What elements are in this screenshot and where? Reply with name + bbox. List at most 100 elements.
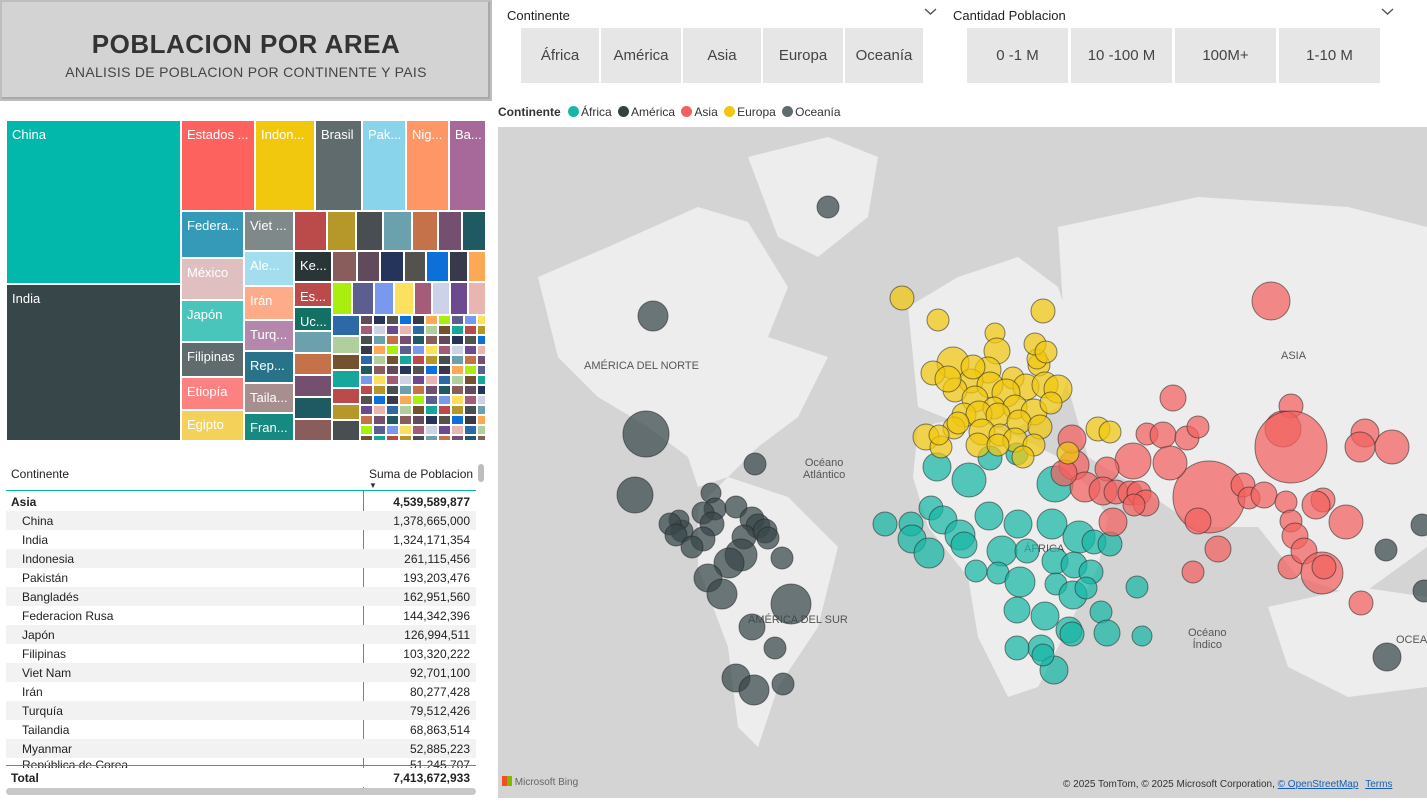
map-bubble[interactable] <box>1348 590 1374 616</box>
map-bubble[interactable] <box>1030 298 1056 324</box>
legend-item-africa[interactable]: África <box>568 105 612 119</box>
treemap-cell[interactable] <box>373 435 386 441</box>
legend-item-america[interactable]: América <box>618 105 675 119</box>
treemap-cell[interactable] <box>412 435 425 441</box>
treemap-cell[interactable] <box>412 375 425 385</box>
treemap-cell[interactable] <box>332 420 360 441</box>
treemap-cell[interactable] <box>451 395 464 405</box>
treemap-cell[interactable] <box>425 415 438 425</box>
map-bubble[interactable] <box>771 672 795 696</box>
map-bubble[interactable] <box>706 578 738 610</box>
map-bubble[interactable] <box>770 583 812 625</box>
treemap-cell[interactable] <box>386 385 399 395</box>
treemap-cell-turquia[interactable]: Turq... <box>244 320 294 351</box>
treemap-cell[interactable] <box>412 211 438 251</box>
map-bubble[interactable] <box>1030 601 1060 631</box>
column-header-population[interactable]: Suma de Poblacion <box>369 467 474 481</box>
treemap-cell-india[interactable]: India <box>6 284 181 441</box>
treemap-cell[interactable] <box>373 345 386 355</box>
treemap-cell[interactable] <box>464 325 477 335</box>
treemap-cell[interactable] <box>425 425 438 435</box>
treemap-cell[interactable] <box>438 395 451 405</box>
treemap-cell-iran[interactable]: Irán <box>244 286 294 320</box>
map-bubble[interactable] <box>756 526 780 550</box>
treemap-cell[interactable] <box>399 325 412 335</box>
treemap-cell[interactable] <box>438 325 451 335</box>
map-bubble[interactable] <box>1056 441 1080 465</box>
map-bubble[interactable] <box>1014 538 1040 564</box>
treemap-cell[interactable] <box>332 336 360 354</box>
treemap-cell[interactable] <box>386 325 399 335</box>
treemap-cell-mexico[interactable]: México <box>181 258 244 300</box>
treemap-cell[interactable] <box>438 425 451 435</box>
map-bubble[interactable] <box>1149 421 1177 449</box>
treemap-cell[interactable] <box>450 282 468 315</box>
treemap-cell-republica[interactable]: Rep... <box>244 351 294 383</box>
treemap-cell[interactable] <box>386 345 399 355</box>
treemap-cell[interactable] <box>386 395 399 405</box>
treemap-cell[interactable] <box>373 335 386 345</box>
treemap-cell-brasil[interactable]: Brasil <box>315 120 362 211</box>
treemap-cell[interactable] <box>425 325 438 335</box>
treemap-cell[interactable] <box>451 405 464 415</box>
treemap-cell[interactable] <box>399 425 412 435</box>
map-bubble[interactable] <box>1131 625 1153 647</box>
map-bubble[interactable] <box>1186 415 1210 439</box>
sort-desc-icon[interactable]: ▼ <box>369 481 377 490</box>
treemap-cell[interactable] <box>332 370 360 388</box>
map-bubble[interactable] <box>1122 493 1146 517</box>
treemap-cell[interactable] <box>332 388 360 404</box>
table-group-row[interactable]: Asia 4,539,589,877 <box>11 494 470 509</box>
treemap-cell[interactable] <box>332 251 357 282</box>
map-bubble[interactable] <box>1011 445 1035 469</box>
treemap-cell[interactable] <box>425 375 438 385</box>
treemap-cell[interactable] <box>357 251 380 282</box>
treemap-cell-francia[interactable]: Fran... <box>244 413 294 441</box>
map-bubble[interactable] <box>1410 513 1427 537</box>
legend-item-europa[interactable]: Europa <box>724 105 776 119</box>
map-bubble[interactable] <box>738 613 766 641</box>
map-bubble[interactable] <box>680 535 704 559</box>
treemap-cell[interactable] <box>404 251 426 282</box>
treemap-cell[interactable] <box>451 315 464 325</box>
treemap-cell[interactable] <box>451 375 464 385</box>
treemap-cell[interactable] <box>464 385 477 395</box>
legend-item-oceania[interactable]: Oceanía <box>782 105 841 119</box>
treemap-cell[interactable] <box>432 282 450 315</box>
map-bubble[interactable] <box>1031 643 1055 667</box>
table-row[interactable]: Federacion Rusa 144,342,396 <box>22 608 470 623</box>
treemap-cell[interactable] <box>399 415 412 425</box>
treemap-cell[interactable] <box>438 211 462 251</box>
treemap-cell[interactable] <box>360 375 373 385</box>
map-bubble[interactable] <box>816 195 840 219</box>
treemap-cell[interactable] <box>412 345 425 355</box>
treemap-cell-nigeria[interactable]: Nig... <box>406 120 449 211</box>
treemap-cell[interactable] <box>477 405 486 415</box>
treemap-cell[interactable] <box>360 415 373 425</box>
treemap-cell[interactable] <box>477 375 486 385</box>
map-bubble[interactable] <box>872 511 898 537</box>
map-bubble[interactable] <box>964 559 988 583</box>
treemap-cell-federacion[interactable]: Federa... <box>181 211 244 258</box>
treemap-cell-kenya[interactable]: Ke... <box>294 251 332 282</box>
treemap-cell[interactable] <box>386 365 399 375</box>
treemap-cell[interactable] <box>294 353 332 375</box>
map-bubble[interactable] <box>1328 504 1364 540</box>
treemap-cell[interactable] <box>464 435 477 441</box>
treemap-cell[interactable] <box>412 335 425 345</box>
treemap-cell[interactable] <box>386 435 399 441</box>
treemap-cell[interactable] <box>399 365 412 375</box>
treemap-cell[interactable] <box>464 375 477 385</box>
treemap-cell[interactable] <box>451 385 464 395</box>
treemap-cell[interactable] <box>412 315 425 325</box>
treemap-cell[interactable] <box>451 345 464 355</box>
table-row[interactable]: Indonesia 261,115,456 <box>6 549 476 568</box>
map-bubble[interactable] <box>1034 340 1058 364</box>
population-map[interactable]: AMÉRICA DEL NORTE AMÉRICA DEL SUR ASIA Á… <box>498 127 1427 798</box>
treemap-cell-pakistan[interactable]: Pak... <box>362 120 406 211</box>
treemap-cell[interactable] <box>399 405 412 415</box>
map-bubble[interactable] <box>1412 579 1427 603</box>
treemap-cell[interactable] <box>414 282 432 315</box>
treemap-cell[interactable] <box>412 385 425 395</box>
treemap-cell[interactable] <box>451 435 464 441</box>
